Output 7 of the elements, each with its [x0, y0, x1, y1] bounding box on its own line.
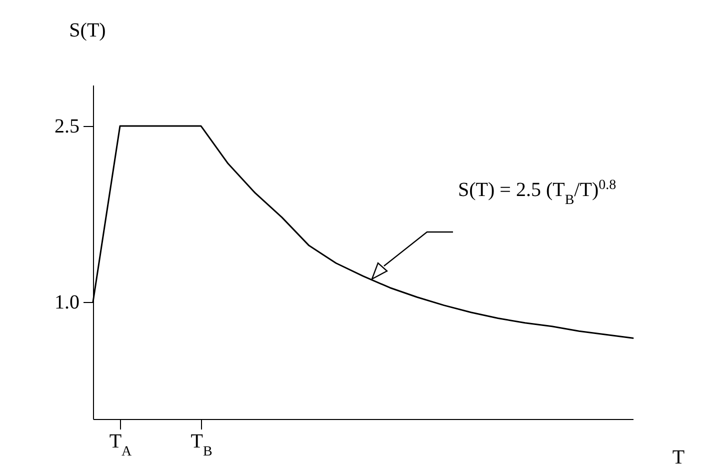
y-axis-title: S(T)	[69, 20, 106, 42]
x-axis-title: T	[672, 446, 685, 468]
annotation: S(T) = 2.5 (T$_{B}$/T)$^{0.8}$	[458, 178, 616, 208]
x-tick-label: T$_{A}$	[109, 430, 133, 459]
y-tick-label: 2.5	[54, 116, 80, 138]
y-tick-label: 1.0	[54, 291, 80, 314]
x-tick-label: T$_{B}$	[190, 430, 212, 459]
